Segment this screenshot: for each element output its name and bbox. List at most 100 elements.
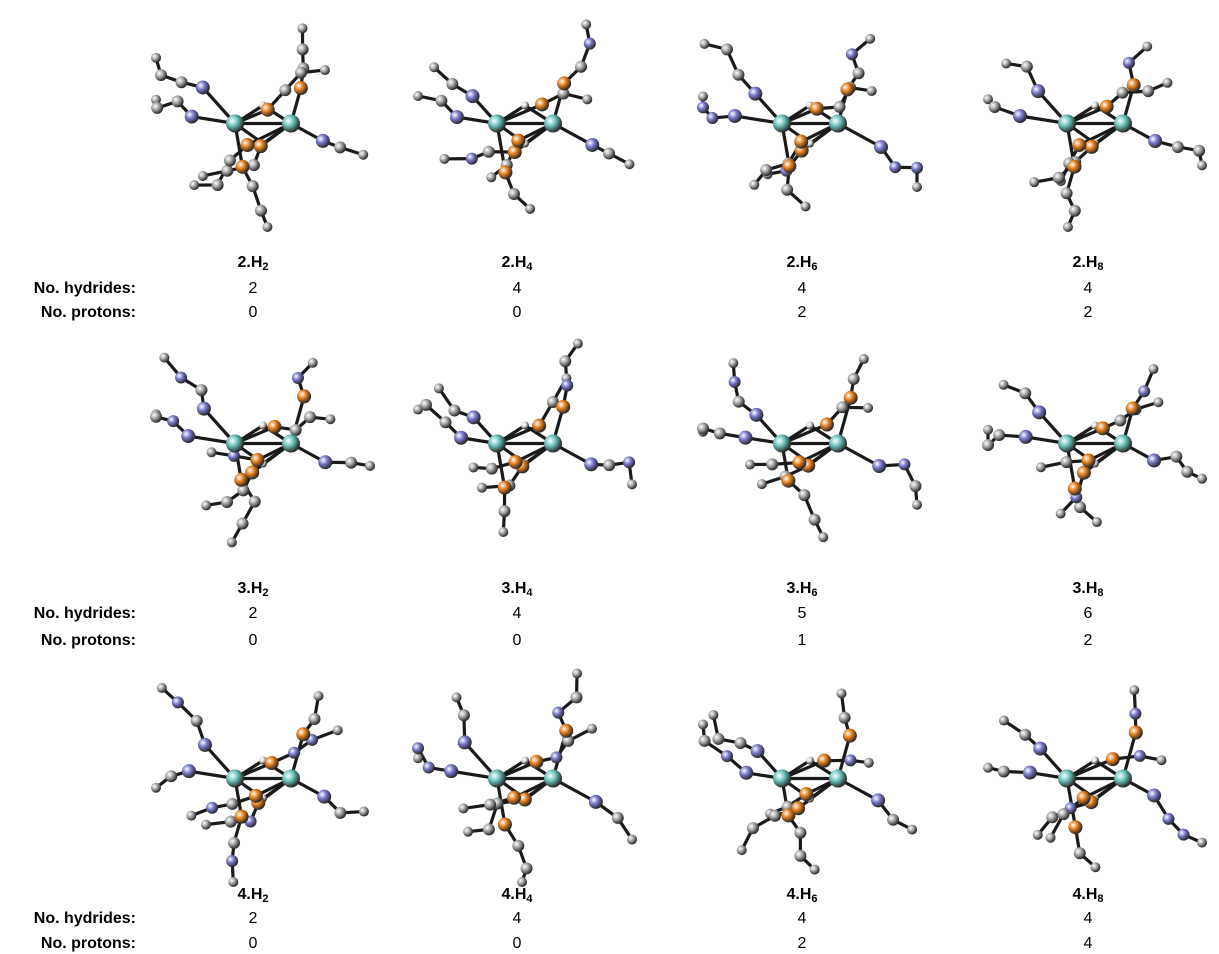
proton-count: 0 bbox=[248, 304, 258, 321]
atom-sphere bbox=[697, 101, 709, 114]
atom-sphere bbox=[248, 788, 263, 803]
atom-sphere bbox=[1035, 462, 1046, 473]
atom-sphere bbox=[250, 453, 265, 468]
atom-sphere bbox=[1019, 728, 1032, 741]
atom-sphere bbox=[259, 421, 267, 430]
atom-sphere bbox=[1114, 114, 1132, 133]
atom-sphere bbox=[581, 19, 592, 30]
atom-sphere bbox=[420, 398, 433, 411]
atom-sphere bbox=[1091, 517, 1102, 528]
atom-sphere bbox=[235, 159, 250, 174]
atom-sphere bbox=[517, 877, 528, 887]
atom-sphere bbox=[773, 434, 791, 453]
atom-sphere bbox=[843, 390, 858, 405]
atom-sphere bbox=[319, 65, 330, 76]
atom-sphere bbox=[484, 798, 497, 811]
atom-sphere bbox=[1084, 139, 1099, 154]
atom-sphere bbox=[1046, 811, 1059, 824]
atom-sphere bbox=[1067, 159, 1082, 174]
proton-count: 2 bbox=[797, 304, 807, 321]
atom-sphere bbox=[1147, 788, 1162, 803]
proton-count: 4 bbox=[1083, 935, 1093, 952]
atom-sphere bbox=[482, 145, 495, 158]
atom-sphere bbox=[488, 114, 506, 133]
atom-sphere bbox=[465, 89, 480, 104]
atom-sphere bbox=[234, 472, 249, 487]
atom-sphere bbox=[171, 696, 184, 709]
atom-sphere bbox=[221, 164, 234, 177]
atom-sphere bbox=[756, 479, 767, 490]
row-label-protons: No. protons: bbox=[40, 304, 136, 321]
atom-sphere bbox=[413, 90, 423, 101]
atom-sphere bbox=[1171, 140, 1184, 153]
atom-sphere bbox=[334, 141, 347, 154]
atom-sphere bbox=[1029, 177, 1040, 188]
atom-sphere bbox=[334, 806, 347, 819]
row-label-hydrides: No. hydrides: bbox=[33, 605, 136, 622]
atom-sphere bbox=[1197, 837, 1207, 848]
atom-sphere bbox=[794, 849, 807, 862]
atom-sphere bbox=[485, 462, 498, 475]
atom-sphere bbox=[1067, 481, 1082, 496]
atom-sphere bbox=[572, 668, 583, 679]
atom-sphere bbox=[746, 822, 759, 835]
atom-sphere bbox=[175, 76, 188, 89]
proton-count: 2 bbox=[797, 935, 807, 952]
atom-sphere bbox=[603, 459, 616, 472]
atom-sphere bbox=[1055, 508, 1066, 519]
atom-sphere bbox=[497, 817, 512, 832]
row-label-hydrides: No. hydrides: bbox=[33, 280, 136, 297]
atom-sphere bbox=[1068, 820, 1083, 835]
atom-sphere bbox=[866, 85, 877, 96]
atom-sphere bbox=[1076, 465, 1091, 480]
compound-label: 4.H8 bbox=[1072, 886, 1104, 905]
molecule-structure bbox=[148, 665, 378, 890]
atom-sphere bbox=[525, 203, 536, 214]
atom-sphere bbox=[226, 854, 239, 867]
atom-sphere bbox=[245, 465, 260, 480]
atom-sphere bbox=[186, 810, 197, 821]
proton-count: 1 bbox=[797, 632, 807, 649]
hydride-count: 6 bbox=[1083, 605, 1093, 622]
hydride-count: 2 bbox=[248, 280, 258, 297]
atom-sphere bbox=[150, 410, 162, 423]
atom-sphere bbox=[358, 806, 369, 817]
atom-sphere bbox=[304, 411, 317, 424]
atom-sphere bbox=[345, 456, 358, 469]
proton-count: 2 bbox=[1083, 632, 1093, 649]
atom-sphere bbox=[1162, 77, 1173, 88]
atom-sphere bbox=[583, 37, 596, 50]
atom-sphere bbox=[586, 723, 597, 734]
molecule-structure bbox=[695, 330, 925, 555]
atom-sphere bbox=[559, 355, 572, 368]
atom-sphere bbox=[318, 455, 333, 470]
atom-sphere bbox=[552, 706, 565, 719]
atom-sphere bbox=[211, 178, 224, 191]
atom-sphere bbox=[282, 114, 300, 133]
atom-sphere bbox=[413, 753, 423, 764]
atom-sphere bbox=[749, 407, 764, 422]
atom-sphere bbox=[254, 204, 267, 217]
hydride-count: 4 bbox=[512, 605, 522, 622]
atom-sphere bbox=[497, 480, 512, 495]
atom-sphere bbox=[226, 434, 244, 453]
atom-sphere bbox=[1126, 78, 1141, 93]
atom-sphere bbox=[151, 782, 161, 793]
atom-sphere bbox=[236, 517, 249, 530]
atom-sphere bbox=[1052, 171, 1065, 184]
atom-sphere bbox=[782, 159, 797, 174]
atom-sphere bbox=[911, 161, 923, 174]
atom-sphere bbox=[1156, 755, 1167, 766]
atom-sphere bbox=[819, 417, 834, 432]
hydride-count: 4 bbox=[797, 280, 807, 297]
atom-sphere bbox=[507, 188, 520, 201]
atom-sphere bbox=[511, 133, 526, 148]
atom-sphere bbox=[871, 793, 886, 808]
atom-sphere bbox=[829, 114, 847, 133]
atom-sphere bbox=[817, 753, 832, 768]
atom-sphere bbox=[829, 434, 847, 453]
atom-sphere bbox=[833, 100, 846, 113]
atom-sphere bbox=[732, 395, 745, 408]
compound-label: 2.H6 bbox=[786, 254, 818, 273]
atom-sphere bbox=[845, 48, 858, 61]
